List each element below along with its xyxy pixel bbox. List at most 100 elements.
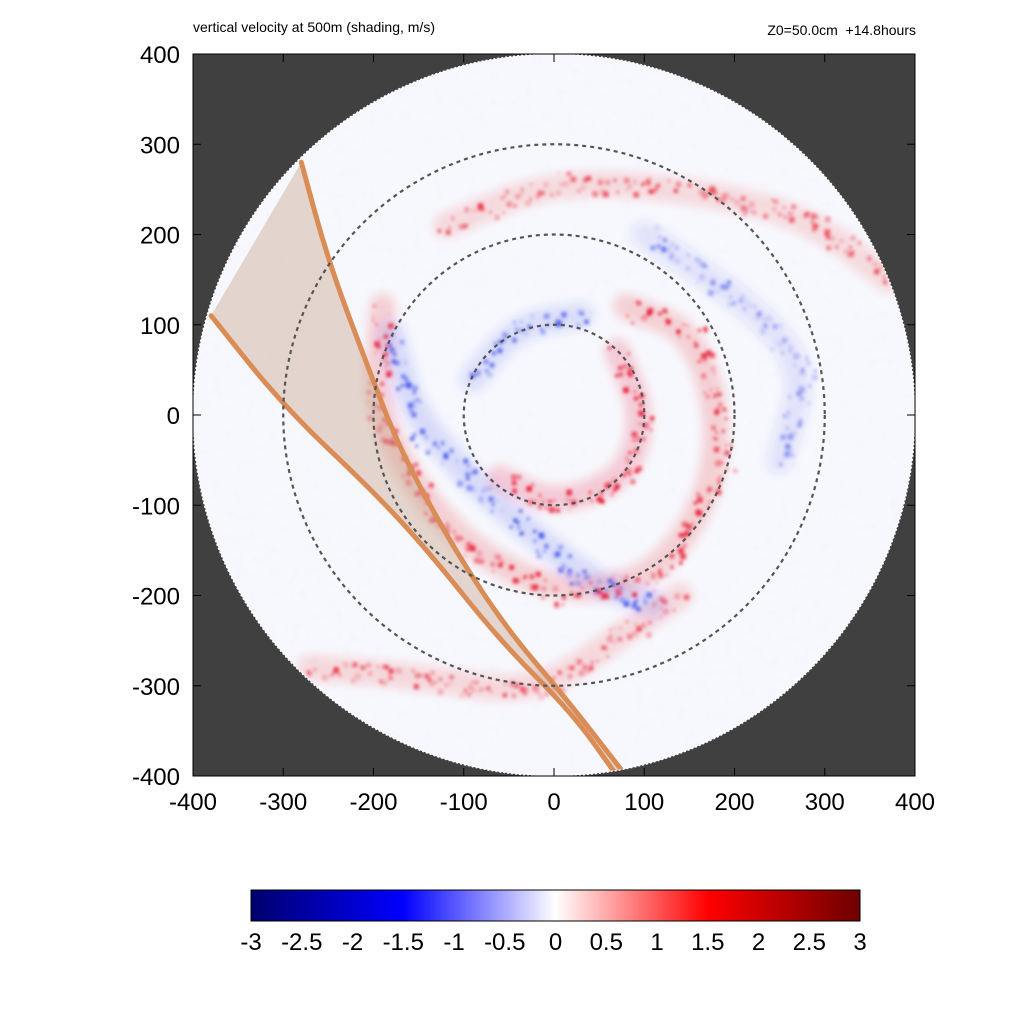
downdraft-cell [674, 257, 681, 264]
updraft-cell [606, 655, 609, 658]
updraft-cell [367, 415, 373, 421]
updraft-cell [543, 182, 549, 188]
downdraft-cell [776, 341, 779, 344]
updraft-cell [466, 547, 470, 551]
downdraft-cell [412, 399, 417, 404]
downdraft-cell [653, 225, 660, 231]
updraft-cell [588, 490, 592, 494]
downdraft-cell [424, 435, 429, 440]
updraft-cell [532, 584, 538, 591]
downdraft-cell [656, 243, 662, 249]
updraft-cell [556, 190, 561, 196]
updraft-cell [748, 201, 755, 208]
updraft-cell [702, 357, 708, 363]
downdraft-cell [643, 599, 648, 604]
updraft-cell [673, 188, 678, 193]
updraft-cell [510, 682, 515, 687]
downdraft-cell [470, 486, 476, 492]
updraft-cell [660, 606, 663, 609]
updraft-cell [866, 256, 872, 262]
updraft-cell [480, 687, 484, 691]
updraft-cell [826, 235, 831, 240]
downdraft-cell [777, 342, 783, 348]
updraft-cell [636, 436, 641, 442]
updraft-cell [703, 191, 710, 198]
updraft-cell [576, 592, 581, 598]
downdraft-cell [657, 235, 662, 239]
downdraft-band-diffuse [631, 221, 811, 474]
downdraft-cell [554, 320, 561, 326]
updraft-cell [658, 572, 664, 579]
updraft-cell [527, 499, 534, 506]
downdraft-cell [605, 589, 608, 593]
downdraft-cell [391, 359, 397, 364]
downdraft-cell [388, 343, 392, 347]
updraft-cell [578, 670, 585, 677]
downdraft-cell [413, 404, 417, 408]
range-rings [282, 143, 826, 687]
downdraft-cell [566, 572, 573, 578]
updraft-cell [557, 670, 562, 675]
updraft-cell [383, 352, 388, 357]
downdraft-cell [519, 509, 523, 513]
updraft-cell [372, 315, 375, 318]
updraft-cell [638, 402, 644, 407]
updraft-cell [472, 209, 476, 213]
downdraft-cell [666, 246, 672, 252]
updraft-cell [388, 675, 393, 680]
updraft-cell [378, 337, 381, 340]
colorbar-tick-label: -0.5 [484, 929, 525, 956]
y-tick-label: -400 [132, 764, 180, 791]
updraft-cell [662, 308, 668, 314]
downdraft-cell [561, 563, 566, 569]
updraft-cell [772, 207, 777, 211]
downdraft-cell [669, 256, 673, 260]
downdraft-cell [745, 301, 748, 304]
updraft-cell [883, 281, 888, 286]
updraft-cell [634, 447, 639, 453]
downdraft-cell [582, 569, 587, 574]
downdraft-cell [742, 307, 747, 311]
downdraft-cell [515, 520, 520, 525]
updraft-cell [616, 191, 619, 194]
downdraft-cell [748, 304, 751, 307]
updraft-cell [538, 695, 544, 701]
downdraft-cell [511, 337, 518, 343]
updraft-cell [306, 670, 311, 675]
updraft-cell [382, 417, 387, 422]
downdraft-cell [780, 434, 786, 441]
updraft-cell [567, 674, 573, 679]
downdraft-cell [533, 539, 537, 543]
updraft-cell [642, 422, 649, 429]
updraft-cell [712, 436, 716, 439]
updraft-cell [709, 388, 713, 392]
updraft-cell [544, 506, 548, 510]
updraft-cell [625, 468, 632, 475]
updraft-cell [500, 196, 504, 200]
downdraft-cell [543, 314, 548, 320]
updraft-cell [812, 229, 816, 233]
updraft-cell [630, 479, 636, 485]
updraft-cell [491, 570, 495, 573]
updraft-cell [634, 396, 639, 401]
velocity-bands-diffuse [297, 171, 901, 701]
downdraft-cell [781, 351, 784, 355]
updraft-cell [722, 407, 727, 412]
updraft-cell [678, 335, 681, 338]
updraft-cell [649, 416, 655, 421]
range-ring-200 [372, 233, 736, 597]
downdraft-cell [576, 323, 581, 328]
updraft-cell [526, 486, 532, 492]
updraft-cell [502, 211, 505, 215]
updraft-cell [468, 685, 473, 689]
downdraft-cell [576, 573, 580, 577]
updraft-cell [430, 671, 435, 675]
downdraft-cell [726, 281, 732, 288]
updraft-cell [429, 517, 434, 523]
downdraft-cell [532, 529, 537, 534]
downdraft-cell [557, 544, 563, 550]
updraft-cell [529, 587, 533, 591]
updraft-cell [529, 197, 533, 201]
updraft-cell [714, 437, 718, 441]
y-tick-label: 400 [140, 42, 180, 69]
